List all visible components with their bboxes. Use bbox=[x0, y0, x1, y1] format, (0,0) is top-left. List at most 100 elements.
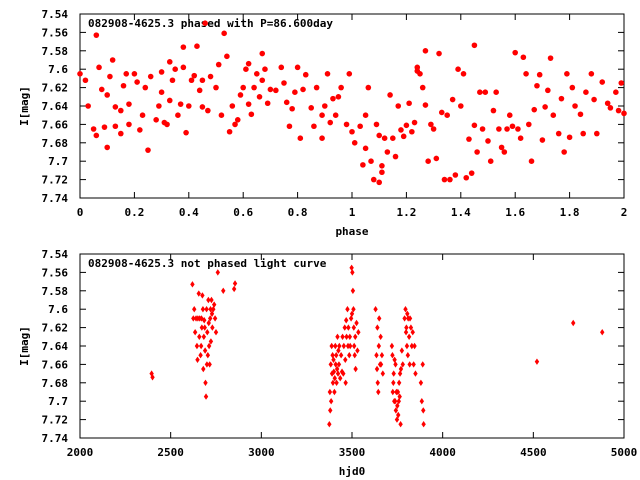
data-point bbox=[202, 20, 208, 27]
data-point bbox=[123, 71, 130, 77]
data-point bbox=[355, 347, 360, 354]
data-point bbox=[349, 264, 354, 271]
data-point bbox=[204, 361, 210, 368]
data-point bbox=[526, 121, 532, 128]
data-point bbox=[618, 80, 625, 86]
data-point bbox=[506, 112, 513, 118]
data-point bbox=[405, 352, 411, 359]
data-point bbox=[198, 352, 203, 359]
data-point bbox=[378, 361, 384, 368]
data-point bbox=[332, 388, 337, 396]
data-point bbox=[477, 89, 483, 95]
data-point bbox=[207, 315, 213, 322]
data-point bbox=[376, 132, 383, 139]
data-point bbox=[474, 149, 480, 155]
data-point bbox=[444, 112, 451, 118]
data-point bbox=[353, 333, 358, 340]
data-point bbox=[211, 306, 216, 313]
data-point bbox=[231, 285, 237, 293]
data-point bbox=[341, 342, 347, 350]
data-point bbox=[334, 352, 339, 359]
data-point bbox=[512, 49, 518, 56]
data-point bbox=[343, 121, 350, 128]
data-point bbox=[362, 112, 369, 118]
data-point bbox=[112, 123, 119, 130]
y-tick-label: 7.62 bbox=[42, 322, 69, 335]
data-point bbox=[337, 342, 342, 350]
data-point bbox=[156, 103, 162, 109]
data-point bbox=[458, 103, 464, 109]
data-point bbox=[531, 106, 538, 113]
data-point bbox=[201, 365, 206, 373]
data-point bbox=[200, 292, 205, 299]
x-tick-label: 2 bbox=[621, 206, 628, 219]
data-point bbox=[213, 84, 219, 91]
data-point bbox=[417, 71, 423, 77]
data-point bbox=[410, 329, 415, 336]
data-point bbox=[212, 315, 218, 322]
data-point bbox=[197, 333, 202, 340]
data-point bbox=[199, 104, 206, 110]
data-point bbox=[398, 365, 404, 373]
data-point bbox=[333, 342, 338, 350]
data-point bbox=[362, 145, 369, 152]
data-point bbox=[572, 103, 578, 109]
data-point bbox=[395, 103, 402, 109]
data-point bbox=[338, 352, 344, 359]
y-axis-label: I[mag] bbox=[18, 326, 31, 366]
x-tick-label: 1.2 bbox=[396, 206, 416, 219]
data-point bbox=[340, 333, 345, 340]
data-point bbox=[354, 319, 359, 327]
data-point bbox=[118, 107, 124, 114]
data-point bbox=[517, 135, 524, 141]
data-point bbox=[493, 89, 499, 95]
data-point bbox=[206, 296, 211, 304]
x-tick-label: 4000 bbox=[429, 446, 456, 459]
y-tick-label: 7.66 bbox=[42, 358, 69, 371]
data-point bbox=[208, 306, 213, 313]
data-point bbox=[226, 128, 233, 135]
data-point bbox=[199, 77, 206, 84]
data-point bbox=[256, 94, 263, 100]
data-point bbox=[98, 86, 105, 93]
data-point bbox=[221, 287, 226, 294]
data-point bbox=[85, 103, 91, 109]
data-point bbox=[205, 329, 210, 336]
data-point bbox=[177, 101, 184, 107]
data-point bbox=[351, 140, 358, 146]
data-point bbox=[262, 66, 268, 72]
data-point bbox=[215, 61, 222, 68]
data-point bbox=[350, 269, 355, 276]
data-point bbox=[577, 111, 584, 118]
data-point bbox=[338, 375, 343, 382]
data-point bbox=[430, 126, 437, 132]
data-point bbox=[118, 130, 124, 137]
data-point bbox=[327, 388, 333, 396]
data-point bbox=[240, 84, 246, 91]
data-point bbox=[353, 365, 358, 373]
data-point bbox=[191, 72, 198, 79]
data-point bbox=[534, 82, 540, 89]
data-point bbox=[438, 109, 445, 116]
data-point bbox=[395, 388, 401, 396]
data-point bbox=[194, 342, 200, 350]
data-point bbox=[158, 89, 165, 95]
data-point bbox=[351, 342, 357, 350]
data-point bbox=[501, 149, 508, 155]
data-point bbox=[297, 135, 304, 141]
x-tick-label: 0.6 bbox=[233, 206, 253, 219]
data-point bbox=[396, 398, 401, 405]
data-point bbox=[433, 155, 440, 162]
data-point bbox=[594, 130, 600, 137]
y-tick-label: 7.64 bbox=[42, 340, 69, 353]
data-point bbox=[206, 342, 212, 350]
data-point bbox=[150, 374, 155, 381]
data-point bbox=[580, 130, 586, 137]
data-point bbox=[468, 170, 475, 176]
data-point bbox=[334, 379, 339, 386]
data-point bbox=[404, 342, 410, 350]
data-point bbox=[509, 123, 516, 130]
data-point bbox=[346, 71, 353, 77]
y-tick-label: 7.74 bbox=[42, 432, 69, 445]
data-point bbox=[232, 280, 238, 287]
